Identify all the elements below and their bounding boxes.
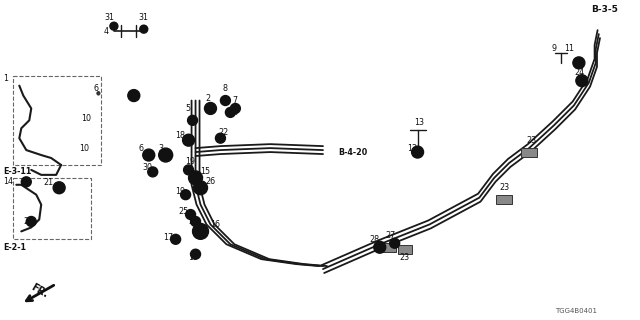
Text: 17: 17 — [163, 233, 173, 242]
Circle shape — [21, 177, 31, 187]
Text: 3: 3 — [159, 144, 164, 153]
Text: 10: 10 — [79, 144, 89, 153]
Text: 22: 22 — [218, 128, 228, 137]
Bar — [13, 76, 101, 165]
Text: 30: 30 — [143, 164, 153, 172]
Text: ●: ● — [96, 90, 100, 95]
Text: 13: 13 — [415, 118, 424, 127]
Text: 12: 12 — [408, 144, 418, 153]
Text: 19: 19 — [186, 157, 196, 166]
Text: 8: 8 — [232, 108, 237, 117]
Bar — [13, 178, 91, 239]
Circle shape — [576, 75, 588, 87]
Text: 21: 21 — [44, 178, 53, 187]
Text: 11: 11 — [564, 44, 574, 53]
Circle shape — [26, 217, 36, 227]
Text: 24: 24 — [574, 68, 584, 77]
Circle shape — [171, 234, 180, 244]
Bar — [397, 245, 412, 254]
Circle shape — [390, 238, 399, 248]
Text: 23: 23 — [399, 253, 410, 262]
Circle shape — [128, 90, 140, 101]
Bar — [380, 243, 396, 252]
Text: 26: 26 — [205, 177, 216, 186]
Text: 25: 25 — [179, 207, 189, 216]
Circle shape — [193, 181, 207, 195]
Text: B-3-5: B-3-5 — [591, 5, 618, 14]
Text: E-2-1: E-2-1 — [3, 243, 26, 252]
Circle shape — [205, 102, 216, 114]
Text: 10: 10 — [81, 114, 91, 123]
Circle shape — [216, 133, 225, 143]
Circle shape — [412, 146, 424, 158]
Text: 4: 4 — [104, 27, 109, 36]
Circle shape — [191, 249, 200, 259]
Text: TGG4B0401: TGG4B0401 — [555, 308, 596, 314]
Text: 16: 16 — [211, 220, 220, 229]
Bar — [496, 195, 512, 204]
Text: 23: 23 — [499, 183, 509, 192]
Circle shape — [220, 96, 230, 106]
Text: 14: 14 — [3, 177, 13, 186]
Circle shape — [191, 217, 200, 227]
Text: 9: 9 — [552, 44, 557, 53]
Text: 28: 28 — [370, 235, 380, 244]
Circle shape — [140, 25, 148, 33]
Text: 23: 23 — [526, 136, 536, 145]
Text: 5: 5 — [186, 104, 191, 113]
Circle shape — [573, 57, 585, 69]
Text: 20: 20 — [23, 217, 33, 226]
Text: 15: 15 — [200, 167, 211, 176]
Text: 19: 19 — [189, 253, 198, 262]
Text: 31: 31 — [139, 13, 148, 22]
Circle shape — [159, 148, 173, 162]
Circle shape — [193, 223, 209, 239]
Text: E-3-11: E-3-11 — [3, 167, 32, 176]
Circle shape — [53, 182, 65, 194]
Text: 27: 27 — [386, 231, 396, 240]
Text: 1: 1 — [3, 74, 8, 83]
Text: 19: 19 — [175, 187, 186, 196]
Text: FR.: FR. — [29, 282, 49, 300]
Circle shape — [182, 134, 195, 146]
Circle shape — [148, 167, 157, 177]
Text: 8: 8 — [223, 84, 227, 93]
Circle shape — [225, 108, 236, 117]
Circle shape — [186, 210, 196, 220]
Text: 2: 2 — [205, 94, 211, 103]
Circle shape — [110, 22, 118, 30]
Circle shape — [143, 149, 155, 161]
Text: 31: 31 — [104, 13, 114, 22]
Text: 6: 6 — [94, 84, 99, 93]
Circle shape — [180, 190, 191, 200]
Circle shape — [184, 165, 193, 175]
Bar — [521, 148, 537, 156]
Circle shape — [374, 241, 386, 253]
Text: 6: 6 — [139, 144, 144, 153]
Circle shape — [230, 103, 241, 113]
Circle shape — [188, 116, 198, 125]
Text: 18: 18 — [175, 131, 186, 140]
Text: 29: 29 — [189, 217, 199, 226]
Text: 7: 7 — [232, 96, 237, 105]
Circle shape — [189, 171, 202, 185]
Text: B-4-20: B-4-20 — [338, 148, 367, 156]
